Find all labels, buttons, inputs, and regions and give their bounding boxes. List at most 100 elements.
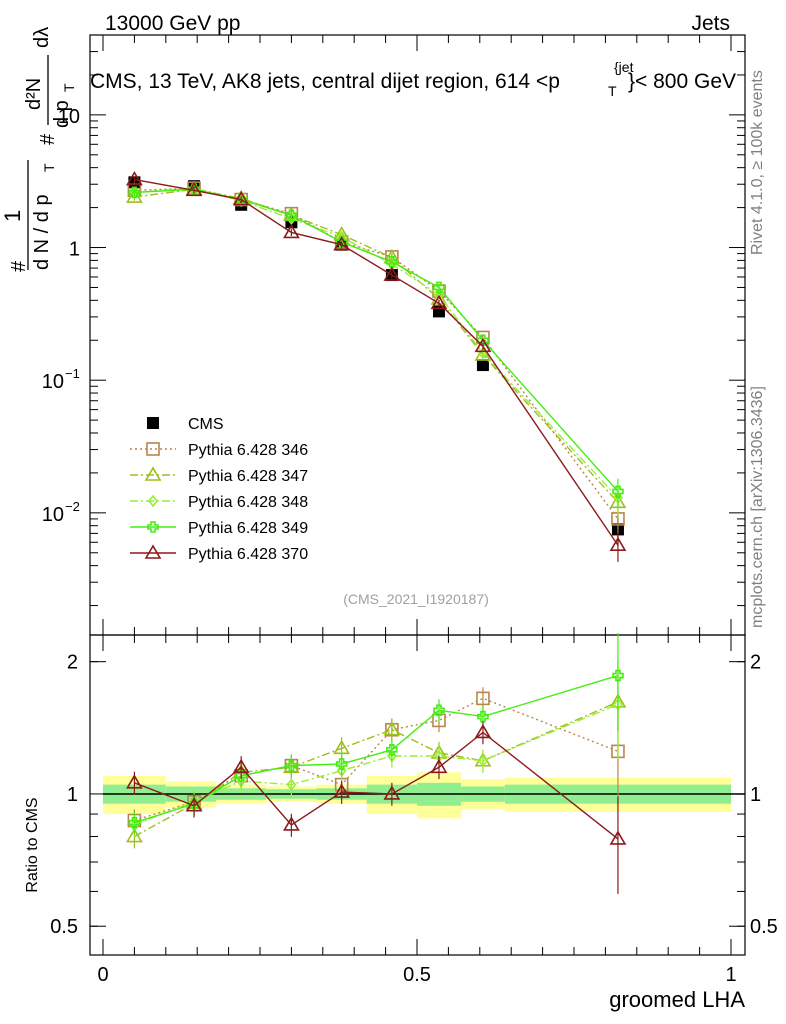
data-point-p370	[333, 783, 351, 798]
data-point-p347	[126, 188, 143, 203]
ylabel-hash-1: #	[8, 260, 30, 272]
data-point-p349	[433, 704, 445, 717]
header-right: Jets	[691, 12, 730, 35]
plot-title: CMS, 13 TeV, AK8 jets, central dijet reg…	[90, 59, 736, 99]
y-tick-label: 0.5	[50, 916, 78, 938]
data-point-p370	[185, 797, 203, 812]
legend-marker-p370	[144, 544, 162, 559]
data-point-p370	[383, 266, 401, 281]
data-point-p370	[283, 816, 300, 831]
rivet-label: Rivet 4.1.0, ≥ 100k events	[749, 70, 766, 255]
data-point-p349	[285, 209, 298, 222]
data-point-p347	[126, 827, 143, 843]
data-point-p370	[609, 536, 627, 552]
title-main: CMS, 13 TeV, AK8 jets, central dijet reg…	[90, 70, 560, 93]
data-point-p349	[612, 669, 624, 682]
x-tick-label: 0	[97, 964, 108, 986]
data-point-p349	[128, 816, 141, 829]
data-point-p349	[433, 281, 445, 294]
data-point-p370	[185, 181, 203, 197]
legend-marker-cms	[147, 417, 159, 429]
y-tick-label: 2	[67, 652, 78, 674]
data-point-p349	[235, 769, 247, 782]
series-line-p370	[134, 178, 619, 546]
ylabel-num-den: d p	[51, 100, 73, 128]
header-left: 13000 GeV pp	[105, 12, 240, 35]
ratio-panel: 0.5 0.5 1 1 2 2 0 0.5 1	[50, 632, 778, 986]
data-point-p348	[286, 778, 297, 791]
y-tick-label: 10	[42, 504, 64, 526]
legend-marker-p348	[147, 494, 159, 508]
data-point-p370	[126, 774, 143, 789]
legend-label-p370: Pythia 6.428 370	[188, 546, 308, 563]
legend-label-p349: Pythia 6.428 349	[188, 520, 308, 537]
series-line-p347	[134, 701, 619, 838]
analysis-watermark: (CMS_2021_I1920187)	[343, 591, 489, 607]
ratio-ylabel: Ratio to CMS	[24, 797, 41, 892]
ylabel-num: d²N	[23, 78, 45, 110]
ylabel-dlambda: dλ	[31, 27, 53, 48]
legend-label-p347: Pythia 6.428 347	[188, 468, 308, 485]
y-tick-label: 1	[69, 239, 80, 261]
x-axis-label: groomed LHA	[609, 987, 745, 1012]
data-point-p349	[335, 758, 348, 770]
title-sup: {jet	[614, 59, 634, 75]
series-p370	[126, 721, 627, 894]
data-point-p349	[128, 186, 141, 199]
title-end: }< 800 GeV	[628, 70, 736, 93]
data-point-p370	[430, 758, 448, 774]
data-point-p370	[232, 758, 250, 774]
data-point-p349	[285, 759, 298, 772]
data-point-p370	[383, 785, 401, 800]
data-point-p370	[333, 236, 351, 251]
legend-label-cms: CMS	[188, 416, 224, 433]
ylabel-one: 1	[0, 210, 25, 222]
panel-frame	[89, 34, 746, 636]
ylabel-num-den-sub: T	[61, 83, 77, 92]
data-point-p349	[477, 334, 489, 347]
data-point-p348	[477, 754, 488, 768]
data-point-p370	[283, 223, 300, 239]
x-tick-label: 0.5	[403, 964, 431, 986]
y-tick-label: 1	[67, 784, 78, 806]
series-cms	[128, 176, 624, 546]
title-sub: T	[608, 83, 617, 99]
data-point-p349	[612, 485, 624, 498]
y-tick-label-exp: −1	[65, 366, 80, 381]
y-tick-label: 10	[42, 371, 64, 393]
ylabel-denom: d N / d p	[31, 194, 53, 270]
series-p349	[128, 183, 624, 509]
data-point-p349	[477, 710, 489, 723]
legend-marker-p349	[147, 521, 159, 533]
data-point-p370	[474, 723, 492, 739]
y-tick-label-right: 2	[750, 652, 761, 674]
ylabel-denom-sub: T	[41, 163, 57, 172]
data-point-p370	[126, 171, 143, 186]
series-p370	[126, 171, 627, 562]
data-point-p349	[386, 256, 398, 268]
legend-marker-p347	[144, 466, 162, 481]
data-point-p370	[609, 830, 627, 845]
y-tick-label-right: 0.5	[750, 916, 778, 938]
ylabel-hash-2: #	[37, 133, 59, 145]
series-p348	[129, 181, 623, 515]
data-point-p347	[383, 721, 401, 736]
legend-marker-p346	[146, 442, 160, 456]
data-point-p349	[386, 744, 398, 756]
main-ylabel: # 1 d N / d p T # d²N d p T dλ	[0, 27, 77, 272]
data-point-p370	[474, 337, 492, 353]
legend-label-p348: Pythia 6.428 348	[188, 494, 308, 511]
legend: CMS Pythia 6.428 346 Pythia 6.428 347 Pythi…	[130, 416, 308, 563]
data-point-p370	[232, 190, 250, 206]
y-tick-label: 10	[58, 106, 80, 128]
y-tick-label-exp: −2	[65, 499, 80, 514]
mcplots-label: mcplots.cern.ch [arXiv:1306.3436]	[749, 386, 766, 628]
legend-label-p346: Pythia 6.428 346	[188, 442, 308, 459]
data-point-p346	[476, 691, 490, 706]
x-tick-label: 1	[725, 964, 736, 986]
y-tick-label-right: 1	[750, 784, 761, 806]
data-point-cms	[476, 359, 489, 372]
data-point-p370	[430, 294, 448, 310]
